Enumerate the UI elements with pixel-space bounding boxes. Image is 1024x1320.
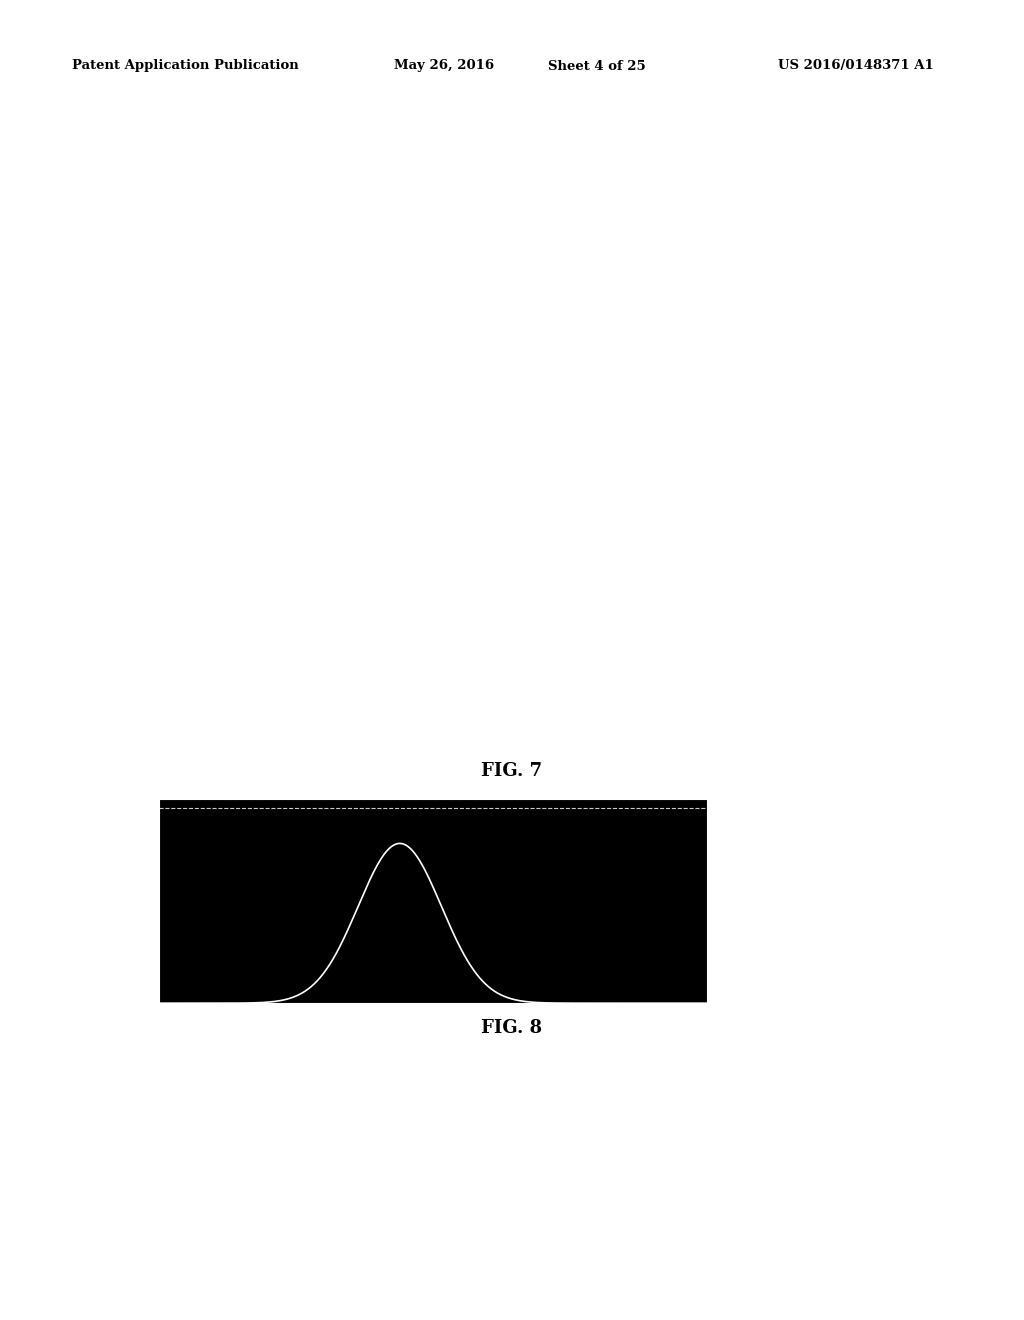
Text: FIG. 8: FIG. 8 <box>481 1019 543 1038</box>
Text: Sheet 4 of 25: Sheet 4 of 25 <box>548 59 645 73</box>
Text: FIG. 7: FIG. 7 <box>481 762 543 780</box>
Text: Relative position of
the location with
minimum radius: Relative position of the location with m… <box>459 601 565 634</box>
Text: May 26, 2016: May 26, 2016 <box>394 59 495 73</box>
Text: Relative length of the
region with min radius: Relative length of the region with min r… <box>607 371 733 392</box>
Text: Patent Application Publication: Patent Application Publication <box>72 59 298 73</box>
X-axis label: Radius [cm]: Radius [cm] <box>399 1026 466 1035</box>
Text: US 2016/0148371 A1: US 2016/0148371 A1 <box>778 59 934 73</box>
Text: Relative length of the stenosis: Relative length of the stenosis <box>422 289 602 302</box>
Y-axis label: Probability distribution function: Probability distribution function <box>121 818 130 983</box>
Text: Percentage
reduction radius: Percentage reduction radius <box>173 421 264 442</box>
